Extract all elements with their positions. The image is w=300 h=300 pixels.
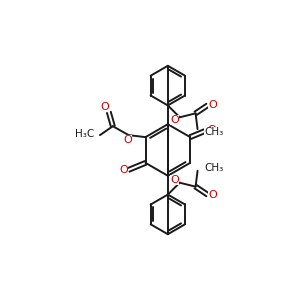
Text: CH₃: CH₃ bbox=[205, 127, 224, 137]
Text: O: O bbox=[123, 135, 132, 145]
Text: O: O bbox=[208, 125, 216, 135]
Text: O: O bbox=[170, 115, 179, 125]
Text: CH₃: CH₃ bbox=[205, 163, 224, 173]
Text: O: O bbox=[100, 102, 109, 112]
Text: H₃C: H₃C bbox=[75, 129, 94, 139]
Text: O: O bbox=[119, 165, 128, 175]
Text: O: O bbox=[170, 175, 179, 185]
Text: O: O bbox=[208, 100, 217, 110]
Text: O: O bbox=[208, 190, 217, 200]
